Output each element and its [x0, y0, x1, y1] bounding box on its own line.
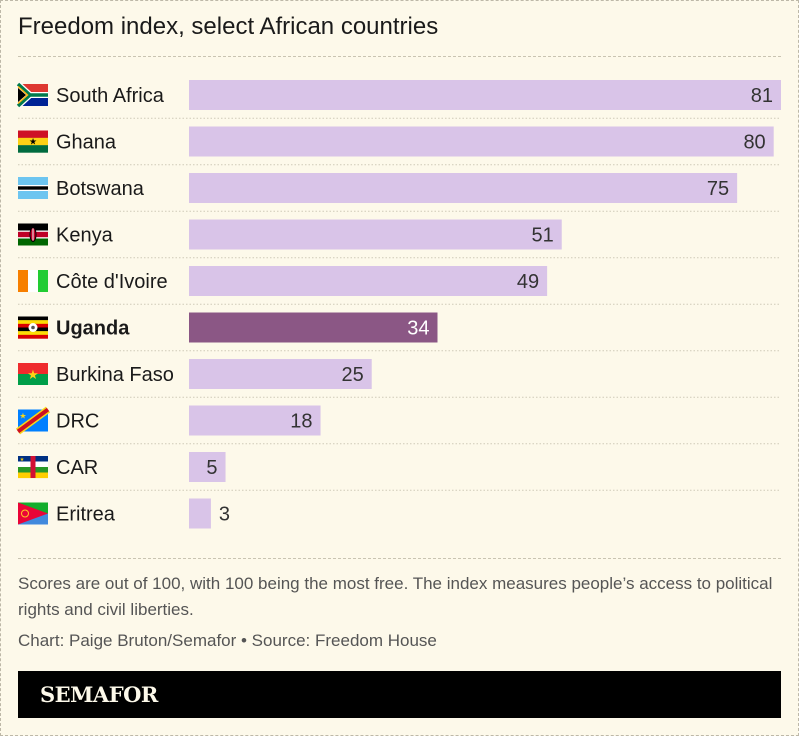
- bar: [189, 498, 211, 529]
- value-label: 51: [531, 225, 553, 247]
- chart-title: Freedom index, select African countries: [18, 13, 439, 40]
- chart-note: Scores are out of 100, with 100 being th…: [18, 574, 773, 619]
- svg-text:★: ★: [20, 457, 25, 463]
- eritrea-flag-icon: [18, 502, 48, 525]
- bar: [189, 359, 372, 389]
- category-label: Côte d'Ivoire: [56, 271, 168, 293]
- value-label: 80: [743, 132, 765, 154]
- bar: [189, 173, 738, 203]
- bar: [189, 452, 226, 482]
- south-africa-flag-icon: [15, 81, 48, 109]
- value-label: 75: [707, 178, 729, 200]
- footer-logo-bar: SEMAFOR: [18, 671, 781, 718]
- bar-row: South Africa 81: [15, 80, 781, 119]
- bar-row: Côte d'Ivoire 49: [18, 266, 781, 305]
- drc-flag-icon: ★: [15, 406, 51, 435]
- bar-row: Kenya 51: [18, 219, 781, 259]
- chart-credit: Chart: Paige Bruton/Semafor • Source: Fr…: [18, 631, 437, 650]
- category-label: Ghana: [56, 132, 117, 154]
- cote-divoire-flag-icon: [18, 270, 48, 292]
- bar-row: ★ DRC 18: [15, 405, 781, 445]
- value-label: 5: [206, 457, 217, 479]
- bar-row: ★ CAR 5: [18, 452, 781, 491]
- bar-row: ★ Ghana 80: [18, 126, 781, 166]
- value-label: 18: [290, 411, 312, 433]
- ghana-flag-icon: ★: [18, 130, 48, 153]
- bar-row: ★ Burkina Faso 25: [18, 359, 781, 398]
- bar-row: Uganda 34: [18, 312, 781, 352]
- value-label: 25: [341, 364, 363, 386]
- bar: [189, 312, 438, 343]
- divider: [18, 56, 781, 57]
- semafor-logo: SEMAFOR: [40, 682, 158, 707]
- kenya-flag-icon: [18, 223, 48, 246]
- category-label: CAR: [56, 457, 98, 479]
- bar-row: Eritrea 3: [18, 498, 230, 529]
- bar: [189, 266, 548, 296]
- bar: [189, 126, 774, 157]
- car-flag-icon: ★: [18, 456, 48, 479]
- category-label: Botswana: [56, 178, 145, 200]
- category-label: Uganda: [56, 318, 130, 340]
- value-label: 34: [407, 318, 429, 340]
- svg-text:★: ★: [19, 412, 26, 421]
- category-label: DRC: [56, 411, 99, 433]
- category-label: Burkina Faso: [56, 364, 174, 386]
- divider: [18, 558, 781, 559]
- category-label: Eritrea: [56, 504, 116, 526]
- uganda-flag-icon: [18, 316, 48, 339]
- value-label: 49: [517, 271, 539, 293]
- value-label: 3: [219, 504, 230, 526]
- bar: [189, 219, 562, 250]
- svg-text:★: ★: [27, 368, 39, 383]
- category-label: South Africa: [56, 85, 165, 107]
- bar: [189, 80, 781, 110]
- burkina-faso-flag-icon: ★: [18, 363, 48, 385]
- botswana-flag-icon: [18, 177, 48, 199]
- value-label: 81: [751, 85, 773, 107]
- bar-chart: South Africa 81 ★ Ghana 80 Botswana 75 Kenya 51 C…: [15, 80, 781, 529]
- category-label: Kenya: [56, 225, 114, 247]
- svg-text:★: ★: [29, 138, 37, 148]
- bar-row: Botswana 75: [18, 173, 781, 212]
- bar: [189, 405, 321, 436]
